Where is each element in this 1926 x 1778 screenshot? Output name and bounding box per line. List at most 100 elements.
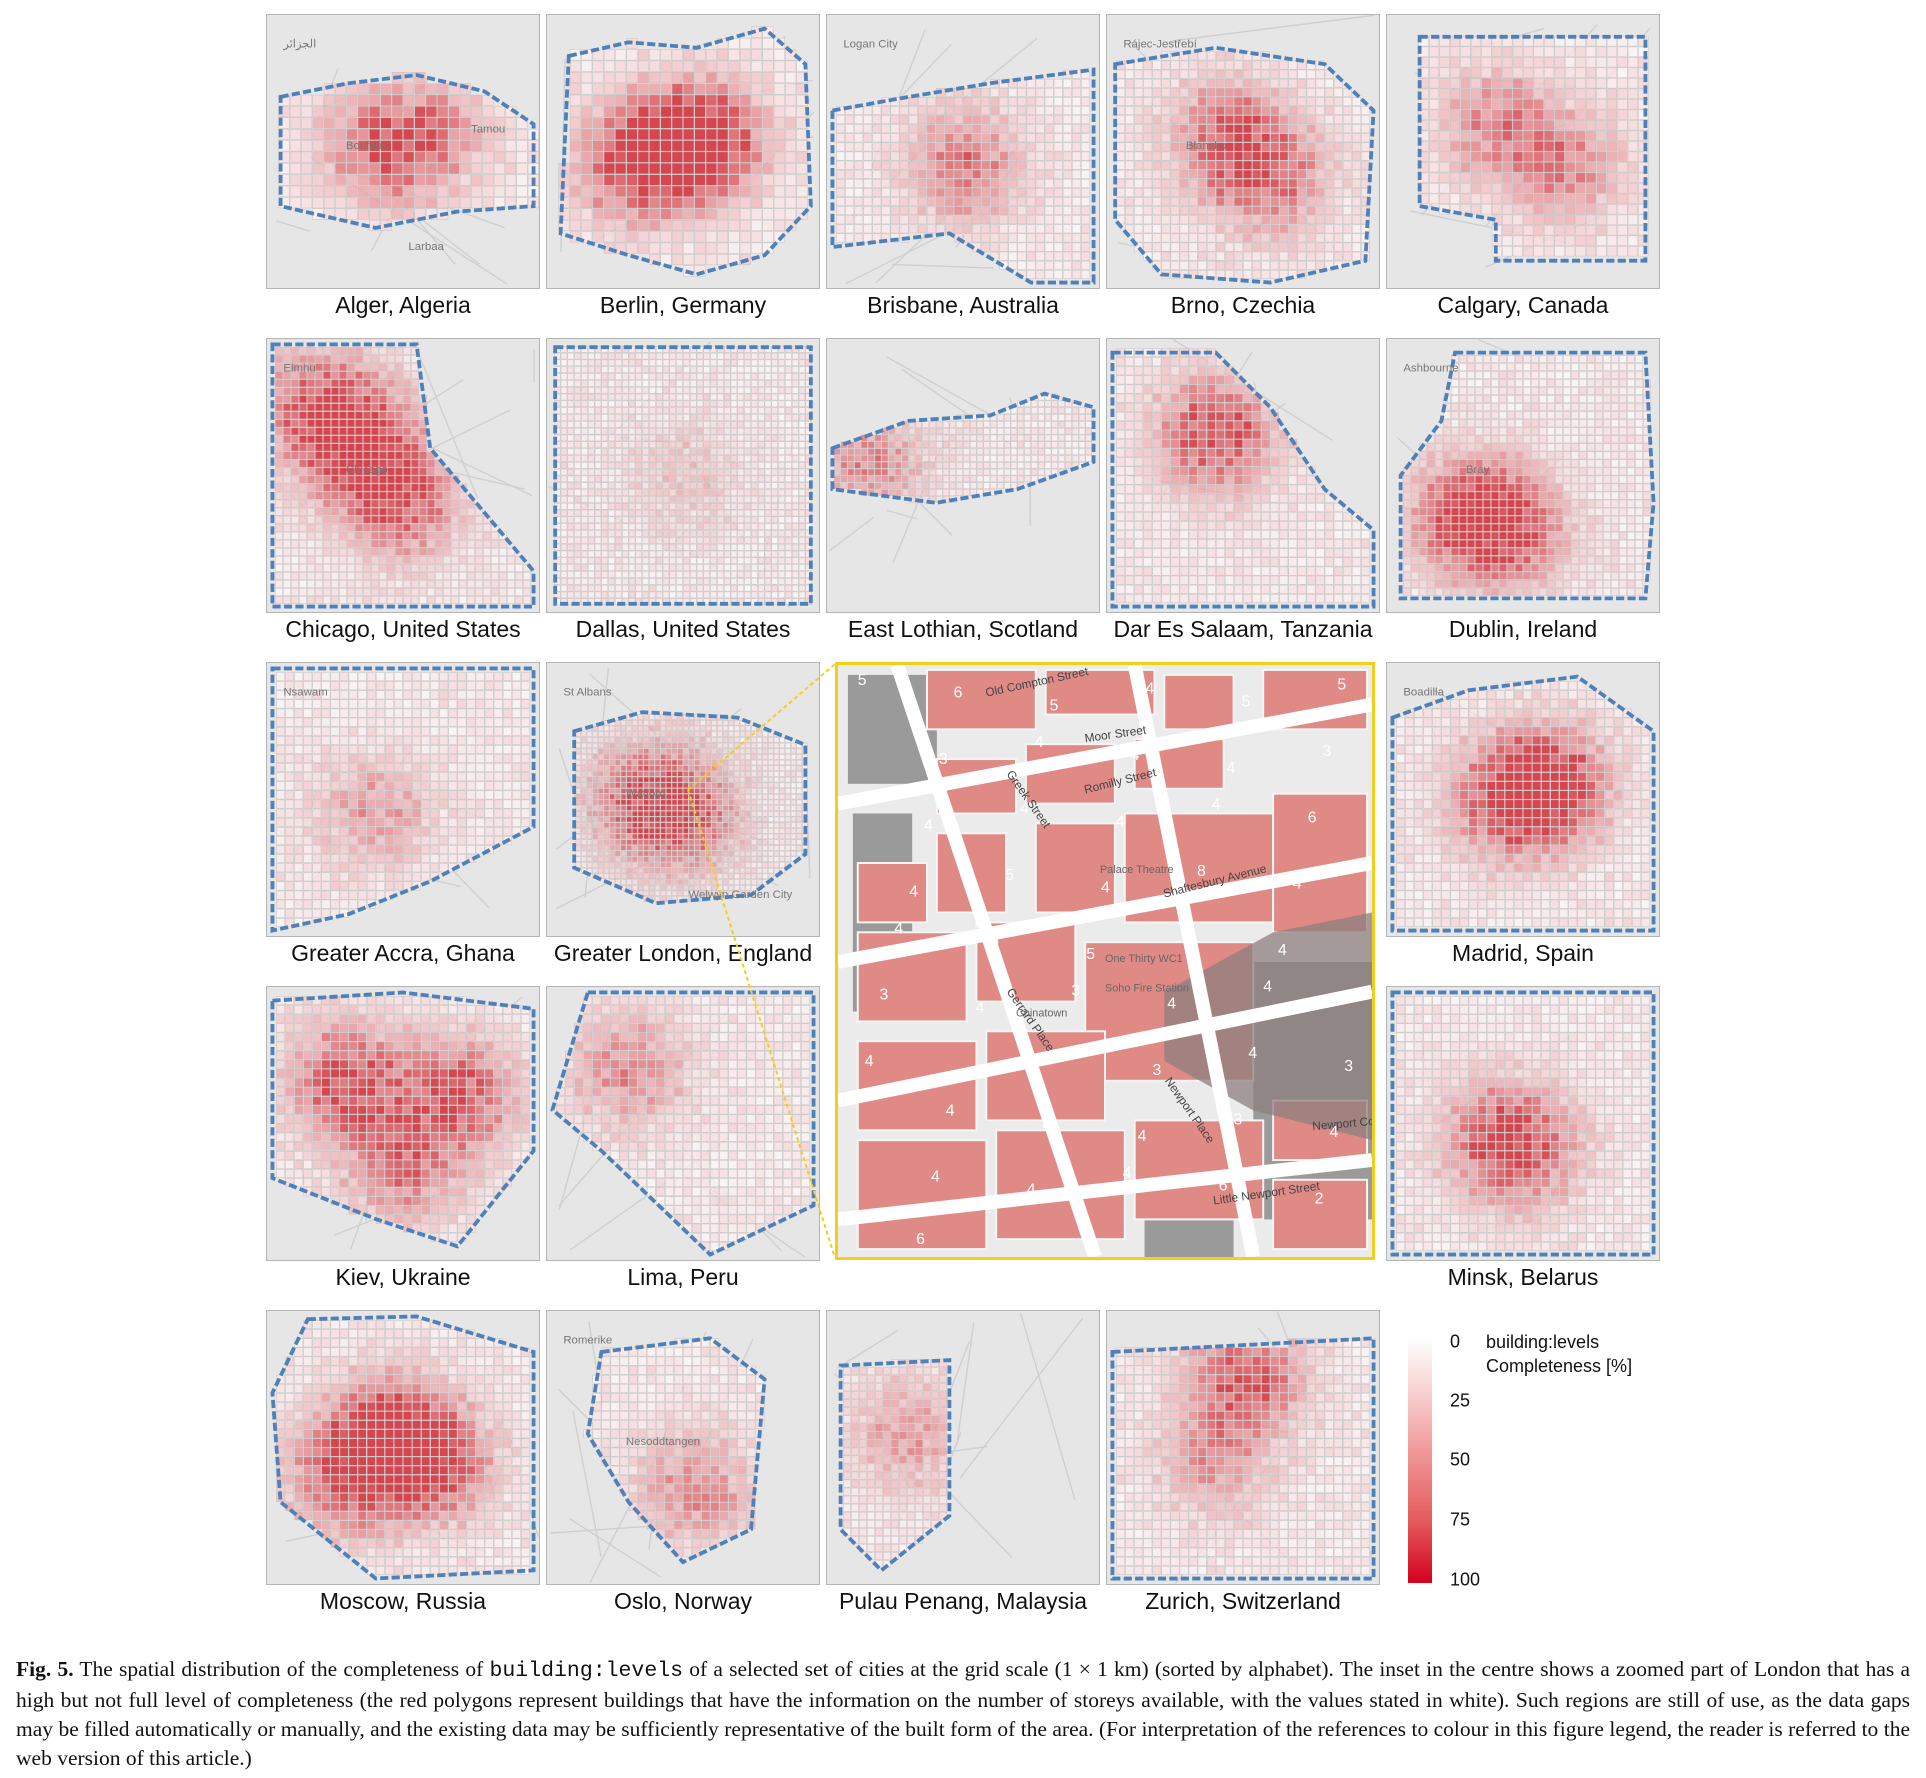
map-graphic: [1107, 339, 1379, 612]
map-panel-alger: الجزائر Boufarik Larbaa Tamou: [266, 14, 540, 289]
grid-cells: [843, 1359, 947, 1568]
caption-text-1: The spatial distribution of the complete…: [79, 1657, 484, 1681]
map-panel-calgary: [1386, 14, 1660, 289]
storey-count-label: 4: [1123, 1165, 1132, 1182]
map-place-label: الجزائر: [282, 39, 316, 51]
map-panel-brno: Rájec-Jestřebí Blansko: [1106, 14, 1380, 289]
panel-caption: Dar Es Salaam, Tanzania: [1113, 616, 1373, 642]
legend-tick: 100: [1450, 1569, 1481, 1590]
caption-text-2: of a selected set of cities at the grid …: [16, 1657, 1911, 1770]
panel-caption: Moscow, Russia: [319, 1588, 487, 1614]
grid-cells: [836, 69, 1090, 279]
caption-code: building:levels: [489, 1659, 684, 1683]
grid-cells: [1418, 36, 1649, 257]
storey-count-label: 6: [1219, 1178, 1228, 1195]
storey-count-label: 4: [1293, 876, 1302, 893]
map-graphic: Ashbourne Bray: [1387, 339, 1659, 612]
map-graphic: Rájec-Jestřebí Blansko: [1107, 15, 1379, 288]
map-graphic: [827, 1311, 1099, 1584]
storey-count-label: 8: [1197, 863, 1206, 880]
map-place-label: Larbaa: [408, 241, 444, 253]
panel-caption: Dallas, United States: [575, 616, 791, 642]
grid-cells: [276, 996, 530, 1242]
storey-count-label: 5: [1086, 946, 1095, 963]
storey-count-label: 5: [1241, 694, 1250, 711]
map-panel-madrid: Boadilla: [1386, 662, 1660, 937]
legend-tick: 50: [1450, 1449, 1471, 1470]
street-label: Newport Court: [1312, 1113, 1372, 1134]
map-panel-brisbane: Logan City: [826, 14, 1100, 289]
panel-caption: Oslo, Norway: [613, 1588, 753, 1614]
place-label: Palace Theatre: [1100, 864, 1174, 876]
panel-caption: Greater Accra, Ghana: [291, 940, 515, 966]
london-zoom-inset: Old Compton Street Moor Street Greek Stree…: [835, 662, 1375, 1260]
map-panel-lima: [546, 986, 820, 1261]
map-graphic: Elmhu Chicago: [267, 339, 539, 612]
admin-boundary: [585, 1336, 767, 1565]
grid-cells: [554, 346, 812, 605]
building-polygon: [856, 1139, 988, 1251]
place-label: Soho Fire Station: [1105, 983, 1189, 995]
grid-cells: [1396, 681, 1650, 927]
map-graphic: [547, 987, 819, 1260]
storey-count-label: 4: [865, 1053, 874, 1070]
storey-count-label: 4: [924, 817, 933, 834]
storey-count-label: 4: [1146, 681, 1155, 698]
admin-boundary: [270, 1314, 536, 1581]
storey-count-label: 3: [1152, 1062, 1161, 1079]
map-place-label: Nesoddtangen: [626, 1436, 700, 1448]
admin-boundary: [553, 345, 813, 606]
map-panel-oslo: Romerike Nesoddtangen: [546, 1310, 820, 1585]
admin-boundary: [558, 26, 813, 277]
map-place-label: Rájec-Jestřebí: [1123, 39, 1197, 51]
map-graphic: الجزائر Boufarik Larbaa Tamou: [267, 15, 539, 288]
storey-count-label: 4: [1227, 760, 1236, 777]
grid-cells: [1396, 996, 1650, 1251]
grid-cells: [1116, 51, 1370, 279]
admin-boundary: [1110, 1336, 1376, 1581]
admin-boundary: [1390, 674, 1656, 933]
storey-count-label: 4: [1263, 979, 1272, 996]
map-place-label: Tamou: [471, 123, 505, 135]
map-graphic: [547, 15, 819, 288]
map-place-label: Elmhu: [283, 363, 315, 375]
map-panel-zurich: [1106, 1310, 1380, 1585]
map-place-label: St Albans: [563, 687, 612, 699]
map-place-label: Nsawam: [283, 687, 327, 699]
panel-caption: Zurich, Switzerland: [1145, 1588, 1341, 1614]
admin-boundary: [270, 990, 536, 1249]
building-polygon: [1034, 822, 1116, 914]
figure-number: Fig. 5.: [16, 1657, 74, 1681]
grid-cells: [1116, 1338, 1370, 1575]
admin-boundary: [270, 666, 536, 933]
legend-title-line2: Completeness [%]: [1486, 1356, 1633, 1376]
storey-count-label: 3: [1344, 1058, 1353, 1075]
storey-count-label: 4: [1278, 942, 1287, 959]
storey-count-label: 4: [1131, 747, 1140, 764]
panel-caption: Chicago, United States: [285, 616, 521, 642]
storey-count-label: 4: [1020, 800, 1029, 817]
map-place-label: Logan City: [843, 39, 898, 51]
map-place-label: Boufarik: [346, 140, 388, 152]
map-place-label: Watford: [626, 788, 666, 800]
legend: 0 25 50 75 100 building:levels Completen…: [1408, 1330, 1748, 1590]
storey-count-label: 4: [1138, 1128, 1147, 1145]
admin-boundary: [1113, 45, 1376, 285]
map-place-label: Welwyn Garden City: [688, 889, 792, 901]
map-panel-east-lothian: [826, 338, 1100, 613]
panel-caption: Minsk, Belarus: [1447, 1264, 1599, 1290]
legend-tick: 75: [1450, 1509, 1471, 1530]
map-place-label: Romerike: [563, 1335, 612, 1347]
place-label: One Thirty WC1: [1105, 953, 1183, 965]
storey-count-label: 4: [909, 884, 918, 901]
panel-caption: Greater London, England: [553, 940, 813, 966]
storey-count-label: 4: [1182, 929, 1191, 946]
panel-caption: Brno, Czechia: [1170, 292, 1316, 318]
figure-caption: Fig. 5. The spatial distribution of the …: [16, 1655, 1910, 1773]
storey-count-label: 4: [1101, 880, 1110, 897]
panel-caption: Kiev, Ukraine: [335, 1264, 471, 1290]
storey-count-label: 3: [1323, 743, 1332, 760]
storey-count-label: 3: [939, 751, 948, 768]
map-graphic: [1107, 1311, 1379, 1584]
